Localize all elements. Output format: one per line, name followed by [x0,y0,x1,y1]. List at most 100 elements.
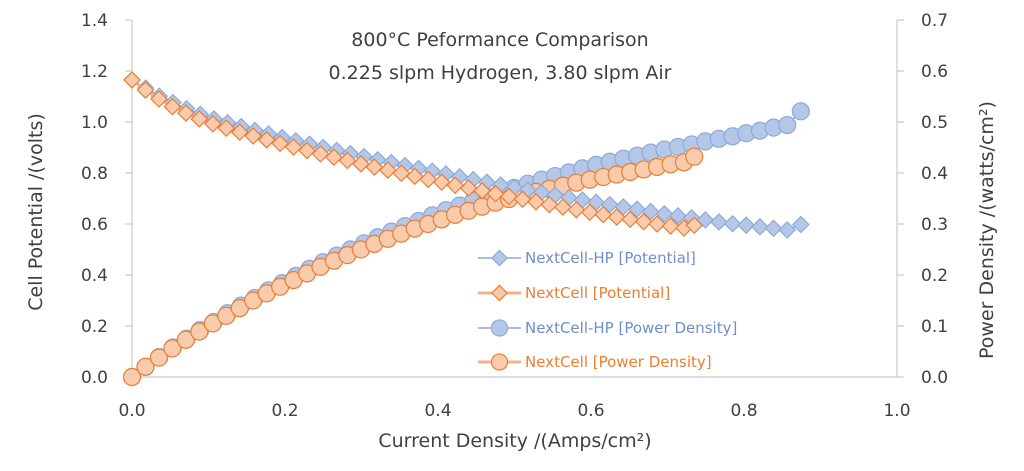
data-point-diamond [567,200,586,219]
data-point-diamond [392,164,411,183]
data-point-circle [176,330,195,349]
data-point-diamond [190,110,209,128]
x-tick-label: 0.8 [730,401,757,421]
data-point-diamond [778,221,797,239]
data-point-diamond [284,138,303,156]
data-point-diamond [540,195,559,214]
data-point-diamond [432,173,451,192]
x-tick-label: 0.4 [424,401,451,421]
data-point-circle [163,339,182,358]
data-point-diamond [527,192,545,211]
data-point-circle [203,314,222,333]
data-point-diamond [257,131,276,149]
data-point-diamond [365,158,384,176]
data-point-circle [778,115,797,135]
data-point-diamond [419,170,438,189]
data-point-diamond [723,214,742,233]
data-point-circle [149,348,169,367]
data-point-diamond [325,148,343,167]
y-right-tick-label: 0.0 [921,368,948,388]
data-point-diamond [594,205,613,224]
data-point-diamond [553,198,572,217]
legend: NextCell-HP [Potential] NextCell [Potenti… [478,249,737,371]
y-left-tick-label: 0.4 [81,266,108,286]
data-point-circle [685,147,704,166]
data-point-diamond [661,217,680,235]
data-point-diamond [751,217,769,236]
y-right-ticks: 0.0 0.1 0.2 0.3 0.4 0.5 0.6 0.7 [897,11,948,388]
data-point-diamond [473,182,491,200]
data-point-diamond [614,198,633,216]
y-right-tick-label: 0.5 [921,113,948,133]
y-left-tick-label: 0.6 [81,215,108,235]
data-point-diamond [655,204,674,223]
y-right-tick-label: 0.2 [921,266,948,286]
data-point-diamond [217,119,236,137]
data-point-diamond [685,216,704,235]
data-point-diamond [764,219,783,238]
y-right-tick-label: 0.7 [921,11,948,31]
data-point-diamond [737,216,756,235]
legend-label: NextCell-HP [Potential] [525,249,696,267]
data-point-diamond [580,203,599,222]
data-point-diamond [641,202,660,221]
y-left-tick-label: 1.0 [81,113,108,133]
x-tick-label: 1.0 [883,401,910,421]
legend-swatch-marker [491,284,508,302]
x-axis-title: Current Density /(Amps/cm²) [378,430,651,452]
legend-swatch-marker [490,319,509,337]
y-left-ticks: 0.0 0.2 0.4 0.6 0.8 1.0 1.2 1.4 [81,11,132,388]
data-point-diamond [163,97,182,116]
legend-item: NextCell-HP [Potential] [478,249,696,267]
data-point-diamond [311,145,330,163]
data-point-diamond [446,176,464,195]
data-point-circle [791,102,810,121]
data-point-diamond [136,81,155,99]
data-point-diamond [177,104,195,122]
y-left-tick-label: 0.0 [81,368,108,388]
x-tick-label: 0.0 [118,401,145,421]
data-point-diamond [513,190,532,209]
data-point-diamond [607,208,626,226]
data-point-diamond [621,210,640,229]
y-left-tick-label: 0.8 [81,164,108,184]
data-point-diamond [298,141,316,160]
x-tick-label: 0.6 [577,401,604,421]
data-point-circle [190,322,209,341]
data-point-diamond [378,161,397,180]
data-point-circle [230,299,249,318]
legend-item: NextCell [Potential] [478,284,670,302]
data-point-diamond [648,215,666,233]
series-layer [122,71,810,387]
data-point-diamond [405,167,424,186]
data-point-diamond [459,179,478,197]
y-right-tick-label: 0.4 [921,164,948,184]
chart-title: 800°C Peformance Comparison [351,29,648,51]
series-1 [123,71,704,237]
data-point-diamond [203,114,222,133]
y-right-axis-title: Power Density /(watts/cm²) [976,101,998,359]
y-right-tick-label: 0.3 [921,215,948,235]
y-left-tick-label: 0.2 [81,317,108,337]
data-point-diamond [150,90,168,108]
y-right-tick-label: 0.1 [921,317,948,337]
y-left-tick-label: 1.2 [81,62,108,82]
legend-label: NextCell [Potential] [525,284,670,302]
legend-swatch-marker [491,249,508,267]
series-2 [122,102,810,387]
chart-subtitle: 0.225 slpm Hydrogen, 3.80 slpm Air [329,62,672,84]
y-left-axis-title: Cell Potential /(volts) [25,113,47,311]
data-point-diamond [338,151,357,170]
y-right-tick-label: 0.6 [921,62,948,82]
data-point-diamond [230,123,249,142]
data-point-diamond [634,212,653,231]
data-point-diamond [628,200,646,219]
data-point-diamond [352,154,370,173]
data-point-circle [136,357,155,376]
y-left-tick-label: 1.4 [81,11,108,31]
data-point-diamond [669,206,687,225]
data-point-diamond [486,184,505,203]
x-ticks: 0.0 0.2 0.4 0.6 0.8 1.0 [118,401,910,421]
legend-label: NextCell [Power Density] [525,353,712,371]
